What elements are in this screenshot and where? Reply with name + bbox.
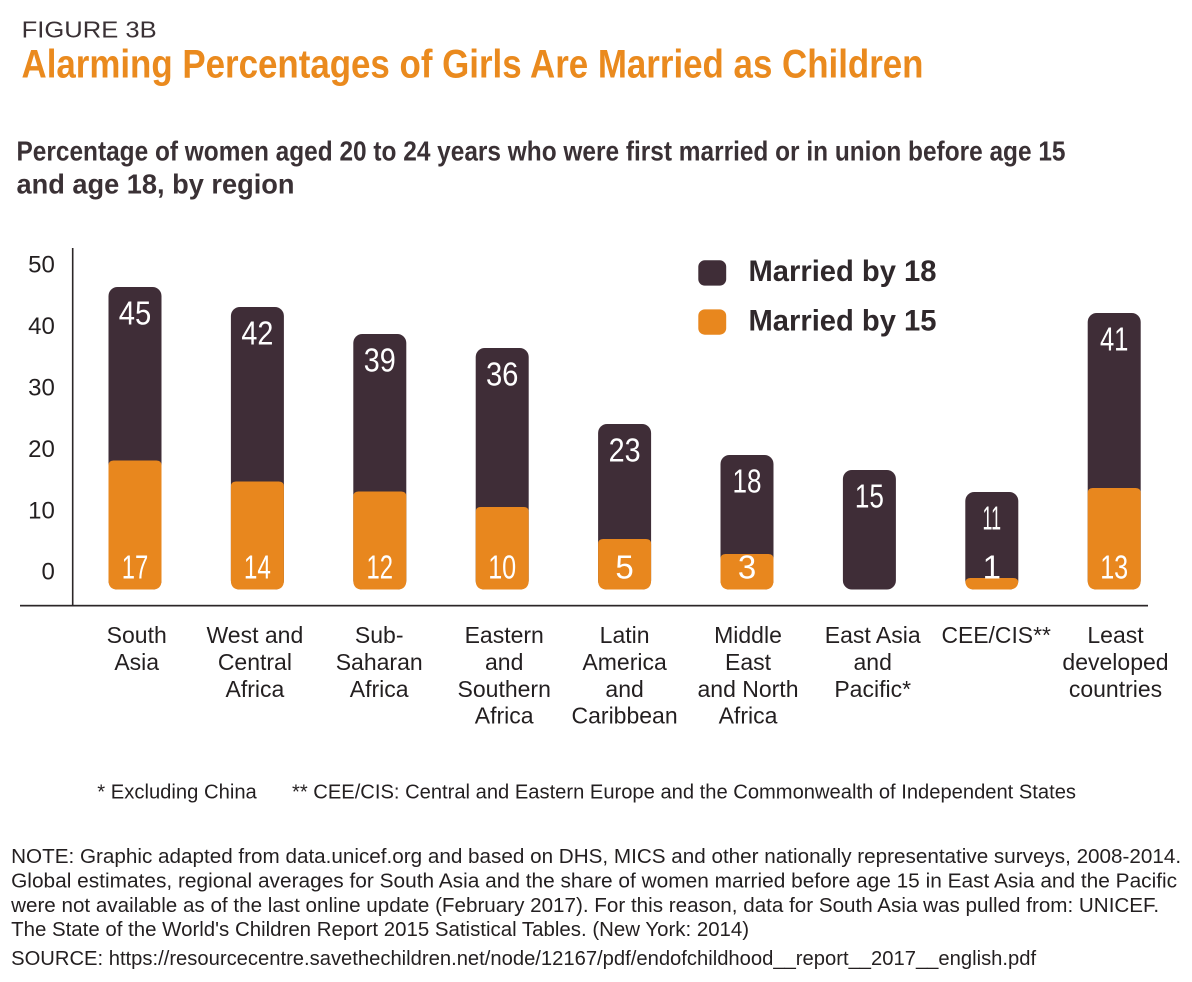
svg-text:3: 3: [738, 549, 756, 586]
svg-text:50: 50: [28, 252, 55, 279]
svg-text:12: 12: [367, 549, 394, 586]
svg-text:Africa: Africa: [475, 703, 534, 729]
svg-text:Southern: Southern: [458, 676, 551, 702]
svg-text:Asia: Asia: [114, 649, 159, 675]
svg-text:and: and: [605, 676, 643, 702]
svg-text:Africa: Africa: [226, 676, 285, 702]
svg-text:Latin: Latin: [600, 622, 650, 648]
svg-text:West and: West and: [207, 622, 304, 648]
svg-text:30: 30: [28, 374, 55, 401]
svg-text:1: 1: [983, 549, 1001, 586]
svg-text:5: 5: [615, 549, 633, 586]
svg-text:Married by 15: Married by 15: [749, 304, 937, 337]
svg-text:40: 40: [28, 313, 55, 340]
svg-text:Africa: Africa: [719, 703, 778, 729]
svg-text:10: 10: [28, 497, 55, 524]
svg-text:Percentage of women aged 20 to: Percentage of women aged 20 to 24 years …: [17, 136, 1066, 167]
svg-text:and: and: [485, 649, 523, 675]
svg-text:13: 13: [1100, 549, 1128, 586]
svg-text:Middle: Middle: [714, 622, 782, 648]
svg-text:NOTE: Graphic adapted from dat: NOTE: Graphic adapted from data.unicef.o…: [11, 846, 1181, 868]
svg-text:10: 10: [488, 549, 516, 586]
svg-text:0: 0: [41, 559, 54, 586]
svg-text:East: East: [725, 649, 772, 675]
svg-text:Sub-: Sub-: [355, 622, 404, 648]
svg-text:and North: and North: [697, 676, 798, 702]
svg-text:Central: Central: [218, 649, 292, 675]
svg-text:Alarming Percentages of Girls: Alarming Percentages of Girls Are Marrie…: [22, 43, 924, 87]
svg-text:15: 15: [855, 478, 884, 515]
svg-text:and age 18, by region: and age 18, by region: [17, 169, 295, 200]
svg-text:14: 14: [244, 549, 271, 586]
svg-text:11: 11: [983, 500, 1002, 537]
svg-text:36: 36: [486, 356, 519, 393]
svg-text:39: 39: [364, 342, 396, 379]
svg-text:Africa: Africa: [350, 676, 409, 702]
svg-text:Married by 18: Married by 18: [749, 255, 937, 288]
svg-text:** CEE/CIS: Central and Easter: ** CEE/CIS: Central and Eastern Europe a…: [292, 782, 1076, 804]
svg-text:23: 23: [609, 432, 641, 469]
svg-text:SOURCE: https://resourcecentre: SOURCE: https://resourcecentre.savethech…: [11, 948, 1036, 970]
svg-text:The State of the World's Child: The State of the World's Children Report…: [11, 919, 749, 941]
svg-text:41: 41: [1100, 321, 1129, 358]
svg-text:countries: countries: [1069, 676, 1162, 702]
svg-text:17: 17: [122, 549, 149, 586]
svg-text:Least: Least: [1087, 622, 1144, 648]
svg-text:Caribbean: Caribbean: [572, 703, 678, 729]
svg-text:42: 42: [241, 315, 273, 352]
svg-text:South: South: [107, 622, 167, 648]
svg-text:20: 20: [28, 436, 55, 463]
svg-text:CEE/CIS**: CEE/CIS**: [942, 622, 1051, 648]
svg-text:developed: developed: [1062, 649, 1168, 675]
svg-text:45: 45: [119, 295, 152, 332]
svg-text:East Asia: East Asia: [825, 622, 921, 648]
svg-text:were not available as of the l: were not available as of the last online…: [10, 895, 1159, 917]
svg-text:Pacific*: Pacific*: [834, 676, 911, 702]
svg-text:Saharan: Saharan: [336, 649, 423, 675]
svg-text:Global estimates, regional ave: Global estimates, regional averages for …: [11, 871, 1177, 893]
svg-text:18: 18: [733, 463, 762, 500]
svg-text:America: America: [582, 649, 667, 675]
svg-text:Eastern: Eastern: [465, 622, 544, 648]
svg-text:FIGURE 3B: FIGURE 3B: [22, 17, 157, 43]
svg-text:and: and: [854, 649, 892, 675]
svg-text:* Excluding China: * Excluding China: [97, 782, 257, 804]
